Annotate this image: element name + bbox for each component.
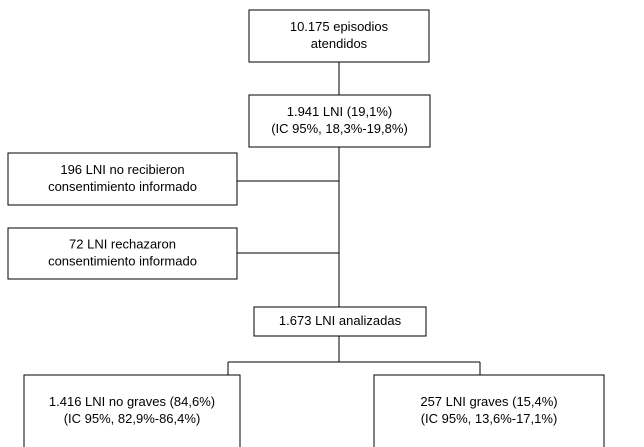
node-text: atendidos xyxy=(311,36,368,51)
node-text: 196 LNI no recibieron xyxy=(60,162,184,177)
node-text: (IC 95%, 18,3%-19,8%) xyxy=(271,121,408,136)
node-text: 1.941 LNI (19,1%) xyxy=(287,104,393,119)
node-box xyxy=(248,9,430,63)
node-box xyxy=(23,374,241,447)
node: 1.416 LNI no graves (84,6%) (IC 95%, 82,9… xyxy=(23,374,241,447)
node: 196 LNI no recibieron consentimiento info… xyxy=(7,152,238,206)
node: 1.673 LNI analizadas xyxy=(253,306,427,337)
node-box xyxy=(7,227,238,280)
node: 257 LNI graves (15,4%) (IC 95%, 13,6%-17,… xyxy=(373,374,605,447)
node: 72 LNI rechazaron consentimiento informad… xyxy=(7,227,238,280)
node-text: (IC 95%, 82,9%-86,4%) xyxy=(64,411,201,426)
node-text: 10.175 episodios xyxy=(290,19,389,34)
boxes: 10.175 episodios atendidos 1.941 LNI (19,1… xyxy=(7,9,605,447)
node-box xyxy=(253,306,427,337)
node-text: consentimiento informado xyxy=(48,179,197,194)
node-text: consentimiento informado xyxy=(48,253,197,268)
connectors xyxy=(227,62,481,375)
node-text: 72 LNI rechazaron xyxy=(69,236,176,251)
node-text: 1.416 LNI no graves (84,6%) xyxy=(49,394,215,409)
node: 1.941 LNI (19,1%) (IC 95%, 18,3%-19,8%) xyxy=(248,94,431,148)
node: 10.175 episodios atendidos xyxy=(248,9,430,63)
node-box xyxy=(373,374,605,447)
node-text: 257 LNI graves (15,4%) xyxy=(420,394,557,409)
node-box xyxy=(7,152,238,206)
node-text: 1.673 LNI analizadas xyxy=(279,313,402,328)
node-box xyxy=(248,94,431,148)
node-text: (IC 95%, 13,6%-17,1%) xyxy=(421,411,558,426)
